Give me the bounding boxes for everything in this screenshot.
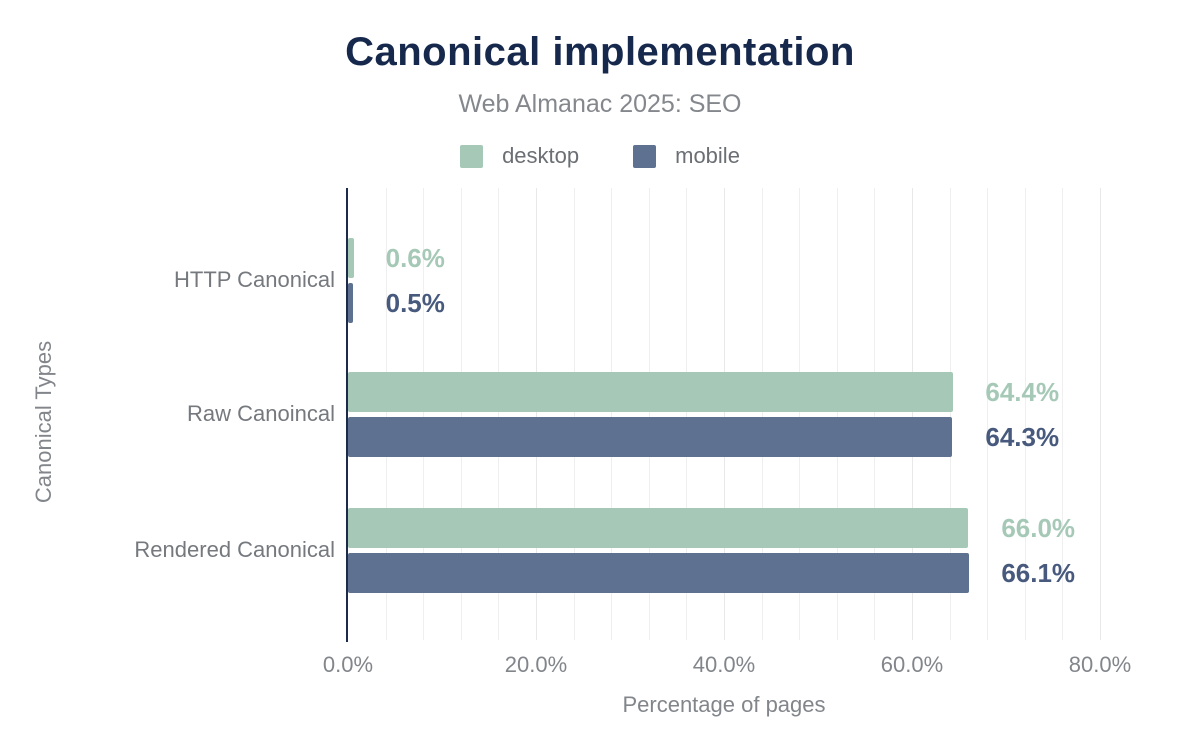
gridline xyxy=(423,188,425,640)
gridline xyxy=(1024,188,1026,640)
gridline xyxy=(648,188,650,640)
chart-title: Canonical implementation xyxy=(345,30,855,74)
x-axis-title: Percentage of pages xyxy=(622,692,826,717)
legend-label-desktop: desktop xyxy=(502,143,580,168)
value-label-desktop-http-canonical: 0.6% xyxy=(385,243,445,273)
gridline xyxy=(724,188,725,640)
value-label-mobile-http-canonical: 0.5% xyxy=(385,288,445,318)
gridline xyxy=(1100,188,1101,640)
gridline xyxy=(460,188,462,640)
gridline xyxy=(836,188,838,640)
gridline xyxy=(1062,188,1064,640)
gridline xyxy=(949,188,951,640)
gridline xyxy=(498,188,500,640)
x-tick-label-60: 60.0% xyxy=(880,652,944,677)
x-tick-label-80: 80.0% xyxy=(1068,652,1132,677)
value-label-mobile-raw-canoincal: 64.3% xyxy=(985,422,1060,452)
gridline xyxy=(536,188,537,640)
gridline xyxy=(761,188,763,640)
legend-item-desktop: desktop xyxy=(460,143,579,169)
category-label-raw-canoincal: Raw Canoincal xyxy=(187,401,335,426)
bar-desktop-raw-canoincal xyxy=(348,372,954,412)
gridline xyxy=(799,188,801,640)
y-axis-line xyxy=(346,188,348,642)
gridline xyxy=(912,188,913,640)
y-axis-title: Canonical Types xyxy=(31,340,56,504)
gridline xyxy=(573,188,575,640)
legend-swatch-desktop xyxy=(460,144,484,168)
bar-mobile-rendered-canonical xyxy=(348,553,970,593)
gridline xyxy=(686,188,688,640)
value-label-desktop-rendered-canonical: 66.0% xyxy=(1001,513,1076,543)
bar-mobile-http-canonical xyxy=(348,283,353,323)
legend: desktop mobile xyxy=(0,142,1200,170)
legend-item-mobile: mobile xyxy=(633,143,740,169)
category-label-rendered-canonical: Rendered Canonical xyxy=(134,537,335,562)
gridline xyxy=(874,188,876,640)
value-label-mobile-rendered-canonical: 66.1% xyxy=(1001,558,1076,588)
value-label-desktop-raw-canoincal: 64.4% xyxy=(985,377,1060,407)
legend-label-mobile: mobile xyxy=(675,143,740,168)
bar-desktop-http-canonical xyxy=(348,238,354,278)
gridline xyxy=(385,188,387,640)
bar-desktop-rendered-canonical xyxy=(348,508,969,548)
category-label-http-canonical: HTTP Canonical xyxy=(174,267,335,292)
legend-swatch-mobile xyxy=(633,144,657,168)
gridline xyxy=(987,188,989,640)
bar-mobile-raw-canoincal xyxy=(348,417,953,457)
x-tick-label-40: 40.0% xyxy=(692,652,756,677)
chart-subtitle: Web Almanac 2025: SEO xyxy=(458,90,742,118)
gridline xyxy=(611,188,613,640)
x-tick-label-0: 0.0% xyxy=(322,652,374,677)
x-tick-label-20: 20.0% xyxy=(504,652,568,677)
